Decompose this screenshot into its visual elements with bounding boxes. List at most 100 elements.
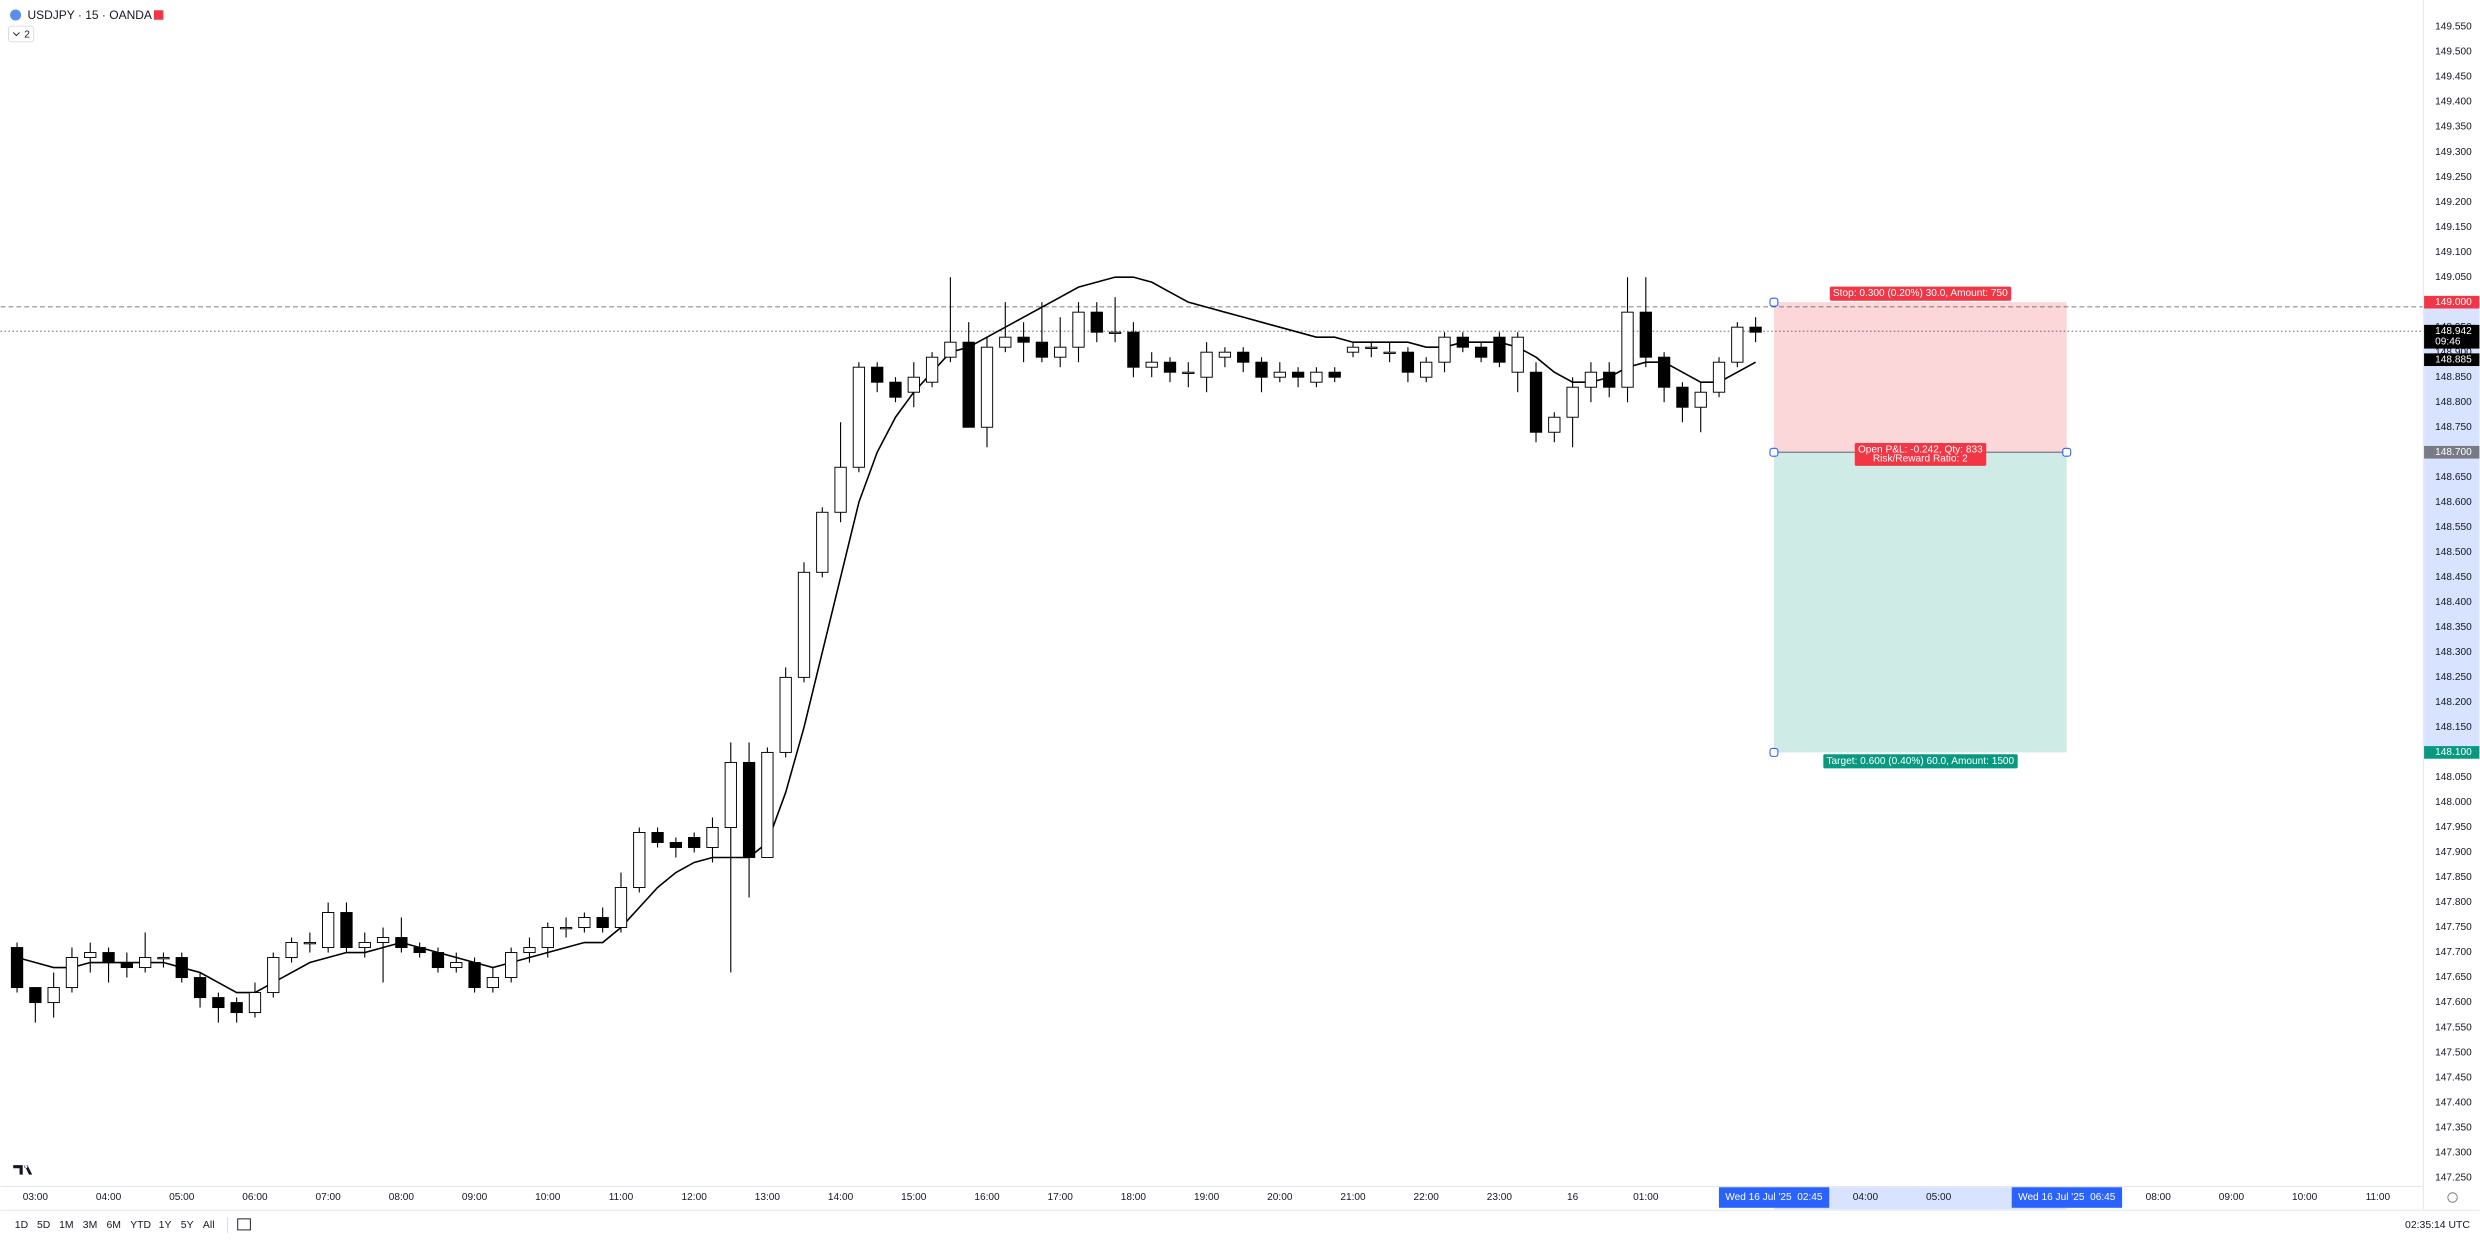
range-button[interactable]: All <box>203 1220 215 1231</box>
candle-body <box>999 336 1012 348</box>
time-badge: Wed 16 Jul '25 02:45 <box>1718 1187 1830 1208</box>
y-tick-label: 148.300 <box>2435 647 2472 658</box>
y-tick-label: 148.000 <box>2435 797 2472 808</box>
y-tick-label: 149.350 <box>2435 122 2472 133</box>
candle-body <box>1383 351 1396 354</box>
x-tick-label: 07:00 <box>316 1192 342 1203</box>
candle-body <box>1657 356 1671 388</box>
price-countdown: 09:46 <box>2435 337 2461 348</box>
candle-body <box>1474 346 1488 358</box>
x-tick-label: 12:00 <box>682 1192 708 1203</box>
y-tick-label: 149.100 <box>2435 247 2472 258</box>
x-tick-label: 13:00 <box>755 1192 781 1203</box>
candle-body <box>1291 371 1305 378</box>
candle-body <box>761 751 774 858</box>
candle-body <box>614 887 628 928</box>
range-button[interactable]: 1M <box>59 1220 73 1231</box>
price-badge-bg <box>2424 353 2480 367</box>
candle-body <box>523 947 536 954</box>
y-tick-label: 147.900 <box>2435 847 2472 858</box>
calendar-icon[interactable] <box>237 1218 251 1231</box>
settings-icon[interactable] <box>2447 1192 2458 1203</box>
price-badge-label: 148.942 <box>2435 326 2472 337</box>
candle-body <box>486 977 500 989</box>
candle-body <box>779 676 792 753</box>
y-tick-label: 148.200 <box>2435 697 2472 708</box>
price-badge-label: 148.885 <box>2435 354 2472 365</box>
indicator-toggle[interactable] <box>8 25 35 43</box>
candle-body <box>852 366 866 468</box>
x-tick-label: 11:00 <box>2366 1192 2391 1203</box>
plot-area: 147.250 147.300 147.350 147.400 147.450 147.5… <box>0 22 2480 1210</box>
candle-body <box>596 917 609 928</box>
x-tick-label: 05:00 <box>169 1192 195 1203</box>
time-badge-label: Wed 16 Jul '25 02:45 <box>1725 1192 1823 1203</box>
y-tick-label: 149.450 <box>2435 72 2472 83</box>
candle-body <box>962 341 975 428</box>
x-tick-label: 21:00 <box>1340 1192 1366 1203</box>
candle-body <box>871 366 884 383</box>
target-zone <box>1773 452 2067 753</box>
range-button[interactable]: YTD <box>130 1220 151 1231</box>
range-button[interactable]: 3M <box>83 1220 97 1231</box>
candle-body <box>175 957 188 979</box>
range-button[interactable]: 6M <box>107 1220 121 1231</box>
time-badge-label: Wed 16 Jul '25 06:45 <box>2018 1192 2116 1203</box>
range-button[interactable]: 1Y <box>159 1220 172 1231</box>
time-badge-bg <box>1718 1187 1830 1208</box>
candle-body <box>1017 336 1030 343</box>
candle-body <box>285 942 298 959</box>
candle-body <box>1163 361 1177 373</box>
range-button[interactable]: 1D <box>15 1220 29 1231</box>
y-tick-label: 147.300 <box>2435 1147 2472 1158</box>
time-badge: Wed 16 Jul '25 06:45 <box>2011 1187 2123 1208</box>
candle-body <box>1676 386 1689 408</box>
candle-body <box>468 962 481 989</box>
price-badge: 148.700 <box>2424 445 2480 459</box>
drag-handle <box>2062 447 2072 457</box>
candle-body <box>907 376 920 393</box>
y-tick-label: 147.700 <box>2435 947 2472 958</box>
candle-body <box>1273 371 1286 378</box>
tv-logo <box>13 1165 33 1175</box>
x-tick-label: 16 <box>1567 1192 1579 1203</box>
candle-body <box>340 912 353 949</box>
y-tick-label: 147.550 <box>2435 1022 2472 1033</box>
range-button[interactable]: 5D <box>37 1220 51 1231</box>
x-tick-label: 09:00 <box>2219 1192 2245 1203</box>
price-range-highlight <box>2424 302 2480 753</box>
candle-body <box>1420 361 1433 378</box>
x-tick-label: 16:00 <box>974 1192 1000 1203</box>
range-button[interactable]: 5Y <box>181 1220 194 1231</box>
candle-body <box>376 937 390 944</box>
candle-body <box>1529 371 1543 433</box>
candle-body <box>358 942 371 949</box>
candle-body <box>157 957 170 960</box>
candle-body <box>559 927 573 930</box>
candle-body <box>1054 346 1067 358</box>
y-tick-label: 147.650 <box>2435 972 2472 983</box>
candle-body <box>1090 311 1103 333</box>
x-tick-label: 18:00 <box>1121 1192 1147 1203</box>
price-badge-bg <box>2424 324 2480 349</box>
x-tick-label: 10:00 <box>2292 1192 2318 1203</box>
candle-body <box>193 977 207 999</box>
candle-body <box>688 836 701 848</box>
indicator-count[interactable]: 2 <box>24 29 30 40</box>
price-badge-bg <box>2424 746 2480 759</box>
x-tick-label: 05:00 <box>1926 1192 1952 1203</box>
candle-body <box>1511 336 1524 373</box>
candle-body <box>1603 371 1616 388</box>
y-tick-label: 147.250 <box>2435 1172 2472 1183</box>
price-badge-label: 149.000 <box>2435 297 2472 308</box>
candle-body <box>413 947 426 954</box>
y-tick-label: 149.300 <box>2435 147 2472 158</box>
candle-body <box>944 341 957 358</box>
candle-body <box>248 992 262 1014</box>
candle-body <box>102 952 115 964</box>
candle-body <box>889 381 902 398</box>
stop-label-text: Stop: 0.300 (0.20%) 30.0, Amount: 750 <box>1833 288 2008 299</box>
candle-body <box>505 952 518 979</box>
